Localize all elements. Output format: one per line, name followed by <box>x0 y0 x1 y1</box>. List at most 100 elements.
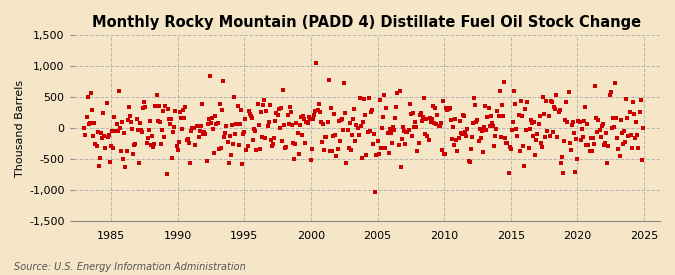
Point <box>191 124 202 128</box>
Point <box>165 116 176 121</box>
Point <box>352 126 363 131</box>
Point <box>420 132 431 136</box>
Point <box>413 140 424 145</box>
Point <box>338 128 348 132</box>
Point <box>537 145 547 149</box>
Point <box>444 106 455 110</box>
Point <box>532 132 543 136</box>
Point <box>439 152 450 156</box>
Point <box>294 123 305 127</box>
Point <box>221 124 232 129</box>
Point <box>115 126 126 131</box>
Point <box>196 124 207 128</box>
Point <box>231 122 242 127</box>
Point <box>578 135 589 139</box>
Point <box>165 122 176 126</box>
Point <box>634 110 645 114</box>
Point <box>637 125 648 130</box>
Point <box>559 139 570 143</box>
Point <box>230 131 241 136</box>
Point <box>515 99 526 103</box>
Point <box>377 114 388 119</box>
Point <box>543 114 554 118</box>
Point <box>327 134 338 139</box>
Point <box>243 109 254 113</box>
Point <box>299 117 310 121</box>
Point <box>134 120 145 125</box>
Point <box>423 138 434 142</box>
Point <box>377 126 387 130</box>
Point <box>382 130 393 135</box>
Point <box>542 129 553 133</box>
Point <box>358 119 369 124</box>
Point <box>484 124 495 128</box>
Point <box>192 124 203 128</box>
Point <box>124 114 135 118</box>
Point <box>553 109 564 114</box>
Point <box>234 143 244 147</box>
Point <box>261 109 272 114</box>
Point <box>491 126 502 131</box>
Point <box>365 110 376 115</box>
Point <box>150 104 161 108</box>
Point <box>108 146 119 150</box>
Point <box>370 190 381 195</box>
Point <box>346 148 356 152</box>
Point <box>418 96 429 100</box>
Point <box>446 137 457 141</box>
Point <box>319 147 329 152</box>
Point <box>268 141 279 146</box>
Point <box>227 122 238 127</box>
Point <box>259 98 269 102</box>
Point <box>331 154 342 158</box>
Point <box>239 130 250 134</box>
Point <box>630 136 641 140</box>
Point <box>256 110 267 114</box>
Point <box>109 115 119 119</box>
Point <box>177 127 188 131</box>
Point <box>86 90 97 95</box>
Point <box>618 141 628 146</box>
Point <box>418 115 429 119</box>
Point <box>512 133 523 138</box>
Point <box>396 137 407 141</box>
Point <box>385 131 396 135</box>
Point <box>208 126 219 131</box>
Point <box>119 130 130 135</box>
Y-axis label: Thousand Barrels: Thousand Barrels <box>15 80 25 177</box>
Point <box>518 164 529 168</box>
Point <box>471 119 482 124</box>
Point <box>258 103 269 108</box>
Point <box>461 134 472 139</box>
Point <box>262 123 273 128</box>
Point <box>153 119 163 123</box>
Point <box>341 161 352 166</box>
Point <box>452 148 463 153</box>
Point <box>516 114 527 118</box>
Point <box>504 144 515 149</box>
Point <box>279 123 290 128</box>
Point <box>339 81 350 85</box>
Point <box>171 144 182 149</box>
Point <box>277 139 288 143</box>
Point <box>270 119 281 124</box>
Point <box>575 138 586 142</box>
Point <box>359 97 370 102</box>
Point <box>348 117 358 122</box>
Point <box>591 116 601 120</box>
Point <box>275 126 286 130</box>
Point <box>80 133 91 138</box>
Point <box>585 136 596 140</box>
Point <box>601 131 612 135</box>
Point <box>494 89 505 93</box>
Point <box>132 128 143 133</box>
Point <box>622 115 632 120</box>
Point <box>635 98 646 102</box>
Point <box>219 135 230 139</box>
Point <box>117 120 128 124</box>
Point <box>499 80 510 84</box>
Point <box>394 89 405 94</box>
Point <box>529 120 539 124</box>
Point <box>363 96 374 100</box>
Point <box>293 152 304 157</box>
